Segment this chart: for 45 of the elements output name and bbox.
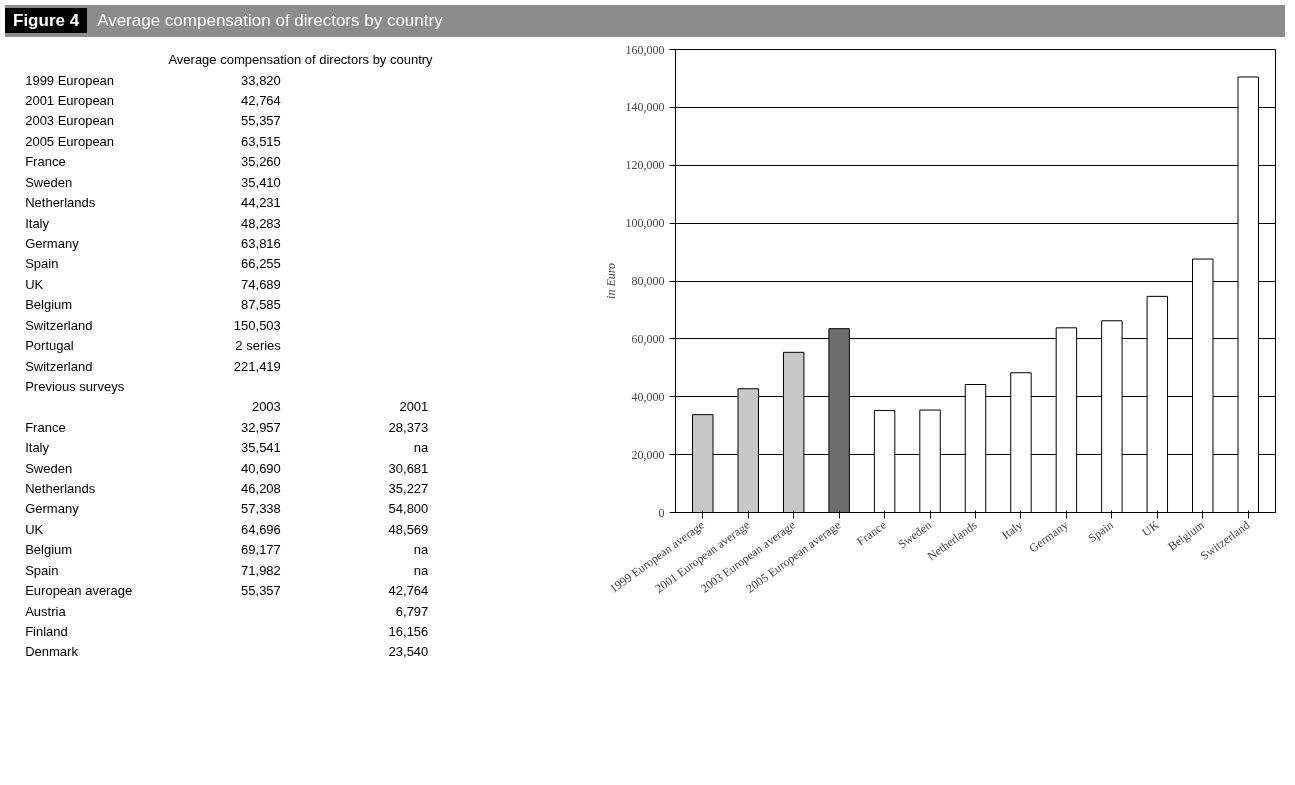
text: Netherlands 46,208 35,227	[25, 481, 429, 497]
text: UK 74,689	[25, 276, 281, 292]
text: Average compensation of directors by country	[168, 52, 434, 68]
text: 2003 European 55,357	[25, 113, 281, 129]
text: Belgium 87,585	[25, 297, 281, 313]
text: France 35,260	[25, 154, 281, 170]
text: 2005 European 63,515	[25, 133, 281, 149]
text: 2003 2001	[251, 399, 429, 415]
y-tick-label: 160,000	[625, 42, 665, 57]
x-tick-label: Italy	[999, 517, 1026, 543]
y-tick-label: 20,000	[631, 447, 665, 462]
text: European average 55,357 42,764	[25, 583, 429, 599]
text: Spain 66,255	[25, 256, 281, 272]
y-tick-label: 40,000	[631, 389, 665, 404]
text: Average compensation of directors by country	[96, 10, 444, 32]
text: Denmark 23,540	[25, 644, 429, 660]
text: Austria 6,797	[25, 603, 429, 619]
text: Spain 71,982 na	[25, 562, 429, 578]
text: Italy 35,541 na	[25, 440, 429, 456]
text: Germany 63,816	[25, 235, 281, 251]
y-tick-label: 140,000	[625, 100, 665, 115]
text: 2001 European 42,764	[25, 93, 281, 109]
text: Italy 48,283	[25, 215, 281, 231]
text: Sweden 35,410	[25, 174, 281, 190]
y-axis-title: in Euro	[603, 263, 618, 299]
text: Netherlands 44,231	[25, 195, 281, 211]
x-tick-label: Spain	[1085, 517, 1116, 546]
text: Previous surveys	[25, 378, 125, 394]
text: Finland 16,156	[25, 623, 429, 639]
text: Sweden 40,690 30,681	[25, 460, 429, 476]
y-tick-label: 100,000	[625, 216, 665, 231]
x-tick-label: UK	[1139, 517, 1162, 540]
text: Switzerland 221,419	[25, 358, 281, 374]
y-tick-label: 120,000	[625, 158, 665, 173]
text: Portugal 2 series	[25, 338, 281, 354]
y-tick-label: 80,000	[631, 274, 665, 288]
text: Figure 4	[5, 8, 88, 33]
y-tick-label: 0	[658, 505, 665, 520]
text: Germany 57,338 54,800	[25, 501, 429, 517]
text: 1999 European 33,820	[25, 72, 281, 88]
text: Belgium 69,177 na	[25, 542, 429, 558]
text: France 32,957 28,373	[25, 419, 429, 435]
text: UK 64,696 48,569	[25, 521, 429, 537]
y-tick-label: 60,000	[631, 331, 665, 346]
text: Switzerland 150,503	[25, 317, 281, 333]
